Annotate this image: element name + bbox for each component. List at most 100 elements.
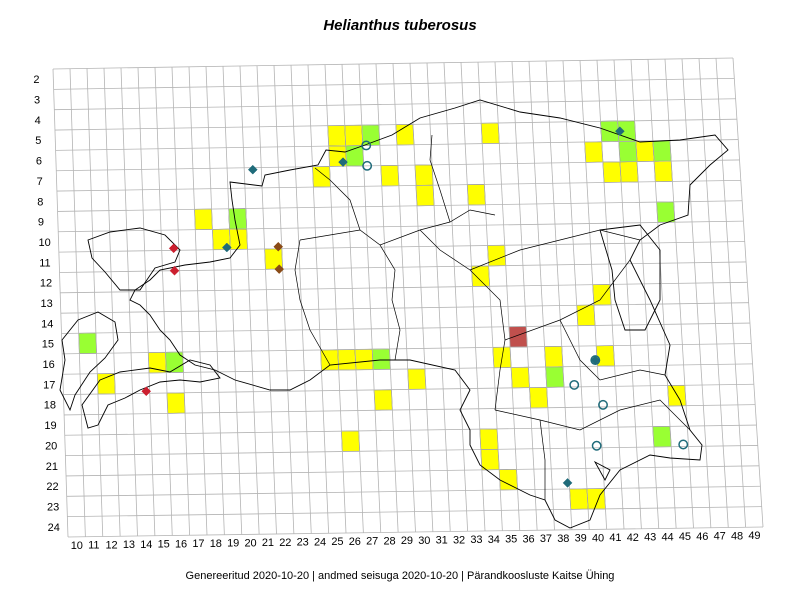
grid-line-vertical [562,60,590,530]
grid-line-horizontal [63,383,754,395]
occurrence-cell-yellow [479,428,499,450]
grid-line-vertical [528,61,555,531]
grid-line-vertical [188,66,208,536]
row-label: 11 [39,257,50,269]
row-label: 4 [35,115,41,127]
coastline-outline [59,99,729,529]
grid-line-horizontal [61,322,750,334]
grid-line-horizontal [58,220,744,233]
row-label: 16 [42,359,54,371]
column-label: 44 [661,531,673,543]
open-circle-marker [361,140,372,151]
column-label: 36 [522,533,534,545]
county-border [294,239,331,366]
grid-line-vertical [341,64,364,533]
county-border [419,229,506,411]
row-label: 10 [39,237,51,249]
grid-line-horizontal [62,363,753,375]
occurrence-cell-dark-red [508,326,528,348]
grid-lines [52,57,764,538]
column-label: 17 [192,538,204,550]
grid-line-vertical [154,67,173,536]
column-label: 28 [383,535,395,547]
grid-line-horizontal [53,77,735,90]
occurrence-cell-yellow [498,469,518,491]
grid-line-vertical [290,65,312,534]
row-label: 2 [33,74,39,86]
column-label: 23 [297,537,309,549]
county-border [469,229,641,271]
grid-line-horizontal [65,445,758,457]
teal-diamond-marker [338,157,348,167]
open-circle-marker [678,439,689,450]
grid-line-vertical [545,61,573,530]
row-label: 20 [45,440,57,452]
column-label: 35 [505,534,517,546]
teal-diamond-marker [562,478,573,488]
occurrence-cell-yellow [312,166,331,188]
occurrence-cell-yellow [341,430,361,452]
brown-diamond-marker [274,264,285,274]
grid-line-vertical [494,61,521,531]
occurrence-cell-yellow [569,488,589,510]
grid-line-horizontal [52,57,734,70]
grid-line-vertical [120,67,138,537]
grid-line-vertical [69,68,86,537]
column-label: 21 [262,537,274,549]
county-border [504,259,631,341]
column-label: 11 [88,540,99,552]
occurrence-cell-yellow [619,161,639,183]
occurrence-cell-yellow [414,164,434,186]
grid-line-vertical [426,62,451,532]
red-diamond-marker [168,243,179,254]
lake-outline [599,224,661,331]
row-label: 6 [36,156,42,168]
county-border [559,319,666,381]
occurrence-cell-green [78,332,97,354]
teal-diamond-marker [247,164,258,175]
open-circle-marker [362,160,373,171]
column-label: 41 [609,532,621,544]
column-label: 18 [210,538,222,550]
grid-line-horizontal [56,179,741,192]
occurrence-cell-yellow [380,164,400,187]
map-title: Helianthus tuberosus [323,17,477,34]
row-label: 22 [46,481,58,493]
grid-line-vertical [409,63,434,532]
occurrence-cell-green [618,140,638,163]
grid-line-vertical [443,62,469,532]
occurrence-cell-green [545,366,565,388]
open-circle-marker [590,355,601,366]
grid-line-vertical [681,58,712,528]
occurrence-cell-yellow [471,265,491,287]
column-label: 45 [679,531,691,543]
column-label: 29 [401,535,413,547]
column-label: 43 [644,532,656,544]
grid-line-vertical [273,65,295,534]
occurrence-cell-yellow [166,392,186,414]
row-label: 12 [40,278,52,290]
island-outline [81,359,221,429]
row-label: 3 [34,95,40,107]
grid-line-vertical [52,68,69,538]
occurrence-cell-green [652,425,672,448]
county-border [429,134,451,223]
row-label: 13 [41,298,53,310]
occurrence-cell-yellow [544,345,564,368]
occurrence-cell-yellow [354,348,374,371]
grid-line-vertical [715,58,747,528]
column-label: 31 [436,535,448,547]
grid-line-vertical [239,65,260,535]
occurrence-cell-yellow [635,140,655,162]
occurrence-cell-yellow [415,184,435,207]
county-border [314,167,361,231]
occurrence-markers [141,126,689,488]
row-label: 24 [48,522,60,534]
red-diamond-marker [169,265,180,276]
grid-line-horizontal [66,485,761,497]
column-label: 30 [418,535,430,547]
occurrence-cell-yellow [407,368,427,390]
column-label: 12 [105,539,117,551]
